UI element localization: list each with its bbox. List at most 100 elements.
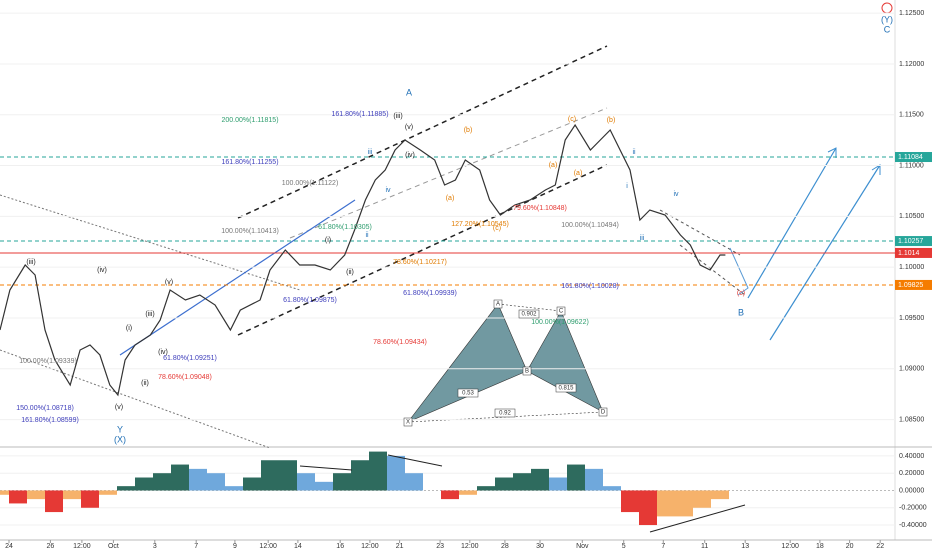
channel-line [237, 45, 608, 219]
annotation: iii [368, 149, 373, 156]
osc-bar [171, 464, 189, 491]
annotation: (ii) [346, 269, 354, 276]
y-tick-label: 1.08500 [899, 416, 924, 423]
osc-bar [351, 460, 369, 491]
pattern-point: X [406, 420, 410, 426]
x-tick-label: Oct [108, 543, 119, 550]
pattern-ratio: 0.53 [462, 391, 474, 397]
annotation: (b) [607, 117, 616, 124]
x-tick-label: 12:00 [781, 543, 799, 550]
x-tick-label: 5 [622, 543, 626, 550]
annotation: 100.00%(1.09622) [531, 319, 589, 326]
price-badge [895, 279, 932, 290]
osc-tick-label: -0.40000 [899, 522, 927, 529]
x-tick-label: 11 [701, 543, 708, 550]
y-tick-label: 1.09500 [899, 315, 924, 322]
annotation: (iv) [405, 152, 415, 159]
osc-bar [9, 490, 27, 504]
annotation: 78.60%(1.10217) [393, 259, 447, 266]
annotation: 78.60%(1.09434) [373, 339, 427, 346]
x-tick-label: 22 [876, 543, 884, 550]
osc-bar [27, 490, 45, 500]
channel-line [0, 194, 301, 291]
x-tick-label: 23 [436, 543, 444, 550]
price-badge-label: 1.09825 [898, 282, 923, 289]
x-tick-label: 13 [741, 543, 749, 550]
x-tick-label: 9 [233, 543, 237, 550]
x-tick-label: 21 [396, 543, 404, 550]
osc-bar [585, 468, 603, 491]
annotation: ii [365, 232, 369, 239]
x-tick-label: Nov [576, 543, 589, 550]
pattern-ratio: 0.815 [558, 386, 574, 392]
osc-bar [207, 473, 225, 491]
annotation: (iii) [26, 259, 35, 266]
annotation: (v) [165, 279, 173, 286]
annotation: (iii) [393, 113, 402, 120]
osc-bar [189, 468, 207, 491]
annotation: (v) [115, 404, 123, 411]
osc-bar [315, 481, 333, 491]
x-tick-label: 18 [816, 543, 824, 550]
osc-bar [153, 473, 171, 491]
annotation: (a) [446, 195, 455, 202]
annotation: 161.80%(1.11885) [331, 111, 388, 118]
y-tick-label: 1.10000 [899, 264, 924, 271]
annotation: (b) [464, 127, 473, 134]
annotation: iii [640, 235, 645, 242]
x-tick-label: 3 [153, 543, 157, 550]
osc-bar [711, 490, 729, 500]
osc-bar [279, 460, 297, 491]
x-tick-label: 12:00 [73, 543, 91, 550]
annotation: 127.20%(1.10545) [451, 221, 509, 228]
annotation: ii [632, 149, 636, 156]
annotation: (a) [574, 170, 583, 177]
annotation: (i) [126, 325, 132, 332]
osc-tick-label: 0.00000 [899, 487, 924, 494]
osc-bar [261, 460, 279, 491]
osc-bar [657, 490, 675, 517]
annotation: 161.80%(1.11255) [221, 159, 278, 166]
annotation: 61.80%(1.10305) [318, 224, 372, 231]
divergence-line [387, 454, 443, 467]
price-line [0, 123, 726, 397]
divergence-lines [299, 454, 746, 533]
osc-bar [603, 486, 621, 491]
ratio-box [555, 383, 577, 393]
annotation: (Y) [881, 14, 893, 24]
pattern-ratio: 0.92 [499, 411, 511, 417]
x-tick-label: 12:00 [461, 543, 479, 550]
annotation: (c) [568, 116, 576, 123]
projection [729, 247, 749, 296]
annotation: (X) [114, 434, 126, 444]
pattern-point: C [559, 309, 564, 315]
pattern-point: D [601, 410, 606, 416]
price-badge [895, 247, 932, 258]
x-tick-label: 16 [336, 543, 344, 550]
osc-bar [693, 490, 711, 508]
annotation: 150.00%(1.08718) [16, 405, 74, 412]
ratio-box [457, 388, 479, 398]
annotation: 161.80%(1.10028) [561, 283, 619, 290]
annotation: (a) [549, 162, 558, 169]
x-tick-label: 7 [661, 543, 665, 550]
price-badge-label: 1.1014 [898, 250, 920, 257]
annotation: 78.60%(1.09048) [158, 374, 212, 381]
annotation: (v) [405, 124, 413, 131]
annotation: 61.80%(1.09875) [283, 297, 337, 304]
x-tick-label: 14 [294, 543, 302, 550]
annotation: (i) [325, 237, 331, 244]
osc-bar [405, 473, 423, 491]
ratio-box [494, 408, 516, 418]
osc-bar [243, 477, 261, 491]
arrow [747, 147, 837, 299]
annotation: 200.00%(1.11815) [221, 117, 278, 124]
x-tick-label: 24 [5, 543, 13, 550]
annotation: 61.80%(1.09939) [403, 290, 457, 297]
y-tick-label: 1.12000 [899, 61, 924, 68]
annotation: (iv) [158, 349, 168, 356]
x-tick-label: 7 [194, 543, 198, 550]
osc-bar [495, 477, 513, 491]
